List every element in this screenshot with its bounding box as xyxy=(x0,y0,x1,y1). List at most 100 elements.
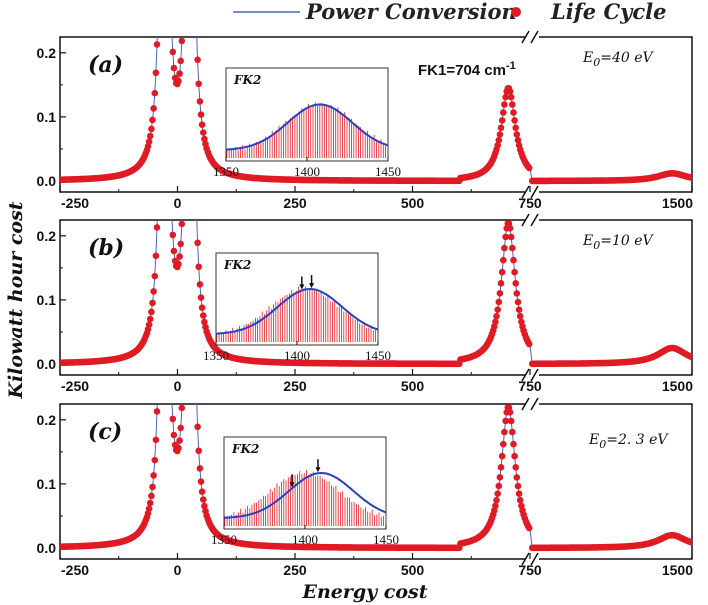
data-layer xyxy=(60,404,692,552)
inset-arrow-head xyxy=(315,467,321,473)
x-tick-label: 250 xyxy=(283,562,307,578)
series-marker-life-cycle xyxy=(176,70,183,77)
y-axis-title: Kilowatt hour cost xyxy=(5,201,27,399)
legend: Power Conversion Life Cycle xyxy=(233,0,667,24)
series-marker-life-cycle xyxy=(178,404,186,412)
x-tick-label: 750 xyxy=(518,195,542,211)
x-tick-label: 1500 xyxy=(662,195,693,211)
series-marker-life-cycle xyxy=(509,101,516,108)
series-marker-life-cycle xyxy=(146,132,154,140)
series-marker-life-cycle xyxy=(688,353,692,361)
y-tick-label: 0.2 xyxy=(37,412,57,428)
series-marker-life-cycle xyxy=(175,260,182,268)
series-marker-life-cycle xyxy=(201,318,208,326)
series-marker-life-cycle xyxy=(198,121,206,128)
series-marker-life-cycle xyxy=(195,80,202,88)
panels: 0.20.10.0-250 0 250 500 750 1500(a) E0=40 eVFK… xyxy=(37,30,693,578)
energy-subscript: 0 xyxy=(593,239,600,252)
annotation-superscript: -1 xyxy=(506,60,516,72)
series-marker-life-cycle xyxy=(149,116,156,124)
series-marker-life-cycle xyxy=(201,135,208,143)
axis-break-mark xyxy=(530,30,539,44)
series-marker-life-cycle xyxy=(509,428,516,436)
series-marker-life-cycle xyxy=(513,474,521,481)
series-marker-life-cycle xyxy=(145,321,153,329)
axis-break-mark xyxy=(521,368,530,382)
series-marker-life-cycle xyxy=(200,312,207,319)
series-marker-life-cycle xyxy=(152,69,160,77)
legend-label-power-conversion: Power Conversion xyxy=(305,0,517,24)
energy-value: =40 eV xyxy=(600,50,654,66)
legend-label-life-cycle: Life Cycle xyxy=(550,0,667,24)
series-marker-life-cycle xyxy=(175,444,182,452)
inset-x-tick-label: 1400 xyxy=(284,348,310,363)
axis-break-mark xyxy=(521,30,530,44)
y-tick-label: 0.0 xyxy=(37,540,57,556)
x-tick-label: 250 xyxy=(283,195,307,211)
series-marker-life-cycle xyxy=(509,244,516,252)
x-axis-title: Energy cost xyxy=(301,581,427,603)
series-marker-life-cycle xyxy=(169,415,177,423)
plot-frame xyxy=(59,36,693,193)
series-marker-life-cycle xyxy=(497,124,505,132)
series-marker-life-cycle xyxy=(688,174,692,181)
energy-prefix: E xyxy=(582,233,593,249)
series-marker-life-cycle xyxy=(514,298,522,306)
series-marker-life-cycle xyxy=(197,478,205,485)
series-marker-life-cycle xyxy=(500,256,507,264)
y-tick-label: 0.2 xyxy=(37,45,57,61)
series-marker-life-cycle xyxy=(512,280,519,287)
inset-title: FK2 xyxy=(233,73,261,87)
inset-x-tick-label: 1400 xyxy=(294,164,320,179)
panel-1: 0.20.10.0-250 0 250 500 750 1500(b) E0=10 eVFK… xyxy=(37,213,693,394)
annotation-fk1: FK1=704 cm-1 xyxy=(418,60,516,79)
series-marker-life-cycle xyxy=(145,138,153,145)
series-marker-life-cycle xyxy=(500,440,507,448)
series-marker-life-cycle xyxy=(194,239,201,247)
series-marker-life-cycle xyxy=(196,281,204,288)
x-tick-label: 500 xyxy=(401,378,425,394)
series-marker-life-cycle xyxy=(511,452,518,460)
series-marker-life-cycle xyxy=(169,231,177,239)
series-marker-life-cycle xyxy=(493,496,500,504)
series-marker-life-cycle xyxy=(493,312,500,320)
inset-fit-curve xyxy=(223,471,387,519)
x-tick-label: 500 xyxy=(401,562,425,578)
x-tick-label: -250 xyxy=(61,562,89,578)
y-tick-label: 0.1 xyxy=(37,476,57,492)
series-marker-life-cycle xyxy=(497,280,505,287)
x-tick-label: -250 xyxy=(61,195,89,211)
series-marker-life-cycle xyxy=(195,447,202,455)
series-marker-life-cycle xyxy=(178,220,186,228)
series-marker-life-cycle xyxy=(200,496,207,503)
series-marker-life-cycle xyxy=(195,263,202,271)
series-marker-life-cycle xyxy=(149,483,156,491)
series-marker-life-cycle xyxy=(516,312,524,320)
series-marker-life-cycle xyxy=(495,298,503,306)
inset-x-tick-label: 1350 xyxy=(203,348,229,363)
series-marker-life-cycle xyxy=(177,240,184,248)
series-marker-life-cycle xyxy=(507,93,515,101)
y-tick-label: 0.1 xyxy=(37,292,57,308)
inset-title: FK2 xyxy=(223,258,251,272)
series-marker-life-cycle xyxy=(150,472,157,479)
inset-fit-curve xyxy=(215,287,379,335)
inset-x-tick-label: 1450 xyxy=(375,164,401,179)
series-marker-life-cycle xyxy=(170,431,178,439)
x-tick-label: 750 xyxy=(518,562,542,578)
x-tick-label: 0 xyxy=(174,195,182,211)
series-marker-life-cycle xyxy=(495,136,503,144)
inset-x-tick-label: 1450 xyxy=(373,532,399,547)
series-marker-life-cycle xyxy=(200,129,207,136)
series-marker-life-cycle xyxy=(170,64,178,72)
y-tick-label: 0.0 xyxy=(37,173,57,189)
axis-break-mark xyxy=(521,552,530,566)
series-marker-life-cycle xyxy=(494,141,502,149)
inset-x-tick-label: 1350 xyxy=(213,164,239,179)
inset-x-tick-label: 1400 xyxy=(292,532,318,547)
series-marker-life-cycle xyxy=(501,244,508,252)
panel-label: (a) xyxy=(88,52,123,78)
axis-break-mark xyxy=(530,368,539,382)
series-marker-life-cycle xyxy=(148,308,155,316)
